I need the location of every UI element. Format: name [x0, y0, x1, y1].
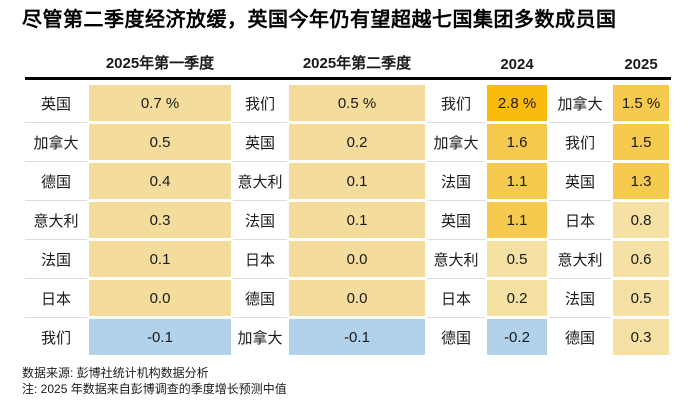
column-header-2025: 2025 [624, 56, 658, 73]
country-label: 加拿大 [233, 317, 287, 355]
value-cell: 0.5 [613, 280, 669, 316]
value-cell: 0.6 [613, 241, 669, 277]
country-label: 法国 [233, 200, 287, 238]
value-cell: 0.0 [89, 280, 231, 316]
country-label: 日本 [549, 200, 611, 238]
value-cell: 0.4 [89, 163, 231, 199]
country-label: 德国 [427, 317, 485, 355]
country-label: 法国 [25, 239, 87, 277]
country-label: 英国 [233, 122, 287, 160]
value-cell: 0.0 [289, 241, 425, 277]
country-label: 我们 [427, 85, 485, 121]
data-note: 注: 2025 年数据来自彭博调查的季度增长预测中值 [22, 382, 287, 396]
value-cell: 0.2 [289, 124, 425, 160]
country-label: 我们 [549, 122, 611, 160]
country-label: 加拿大 [25, 122, 87, 160]
table-header-row: 2025年第一季度 2025年第二季度 2024 2025 [25, 52, 671, 80]
value-cell: 0.3 [89, 202, 231, 238]
value-cell: 0.5 [487, 241, 547, 277]
value-cell: 0.2 [487, 280, 547, 316]
page-title: 尽管第二季度经济放缓，英国今年仍有望超越七国集团多数成员国 [22, 9, 617, 31]
value-cell: 0.1 [289, 202, 425, 238]
value-cell: 2.8 % [487, 85, 547, 121]
country-label: 英国 [427, 200, 485, 238]
value-cell: 0.8 [613, 202, 669, 238]
value-cell: 1.5 % [613, 85, 669, 121]
country-label: 意大利 [233, 161, 287, 199]
country-label: 日本 [233, 239, 287, 277]
country-label: 法国 [549, 278, 611, 316]
value-cell: 0.7 % [89, 85, 231, 121]
value-cell: 1.3 [613, 163, 669, 199]
country-label: 德国 [549, 317, 611, 355]
country-label: 加拿大 [427, 122, 485, 160]
country-label: 德国 [25, 161, 87, 199]
country-label: 日本 [427, 278, 485, 316]
value-cell: 0.1 [89, 241, 231, 277]
growth-table: 2025年第一季度 2025年第二季度 2024 2025 英国 0.7 % 我们 0… [25, 52, 700, 355]
country-label: 加拿大 [549, 85, 611, 121]
country-label: 意大利 [427, 239, 485, 277]
value-cell: 0.5 % [289, 85, 425, 121]
value-cell: 0.0 [289, 280, 425, 316]
value-cell: 0.5 [89, 124, 231, 160]
column-header-2024: 2024 [500, 56, 534, 73]
table-footnotes: 数据来源: 彭博社统计机构数据分析 注: 2025 年数据来自彭博调查的季度增长… [22, 365, 700, 397]
value-cell: 1.1 [487, 202, 547, 238]
country-label: 英国 [25, 85, 87, 121]
country-label: 日本 [25, 278, 87, 316]
country-label: 意大利 [25, 200, 87, 238]
column-header-2025-q1: 2025年第一季度 [105, 55, 215, 72]
value-cell: -0.2 [487, 319, 547, 355]
value-cell: -0.1 [289, 319, 425, 355]
country-label: 法国 [427, 161, 485, 199]
country-label: 我们 [233, 85, 287, 121]
value-cell: 0.3 [613, 319, 669, 355]
country-label: 英国 [549, 161, 611, 199]
value-cell: 1.1 [487, 163, 547, 199]
value-cell: 1.6 [487, 124, 547, 160]
value-cell: -0.1 [89, 319, 231, 355]
source-note: 数据来源: 彭博社统计机构数据分析 [22, 366, 209, 380]
value-cell: 0.1 [289, 163, 425, 199]
country-label: 意大利 [549, 239, 611, 277]
column-header-2025-q2: 2025年第二季度 [302, 55, 412, 72]
country-label: 我们 [25, 317, 87, 355]
country-label: 德国 [233, 278, 287, 316]
table-body: 英国 0.7 % 我们 0.5 % 我们 2.8 % 加拿大 1.5 % 加拿大 0.5 英国 0.2… [25, 85, 671, 355]
value-cell: 1.5 [613, 124, 669, 160]
